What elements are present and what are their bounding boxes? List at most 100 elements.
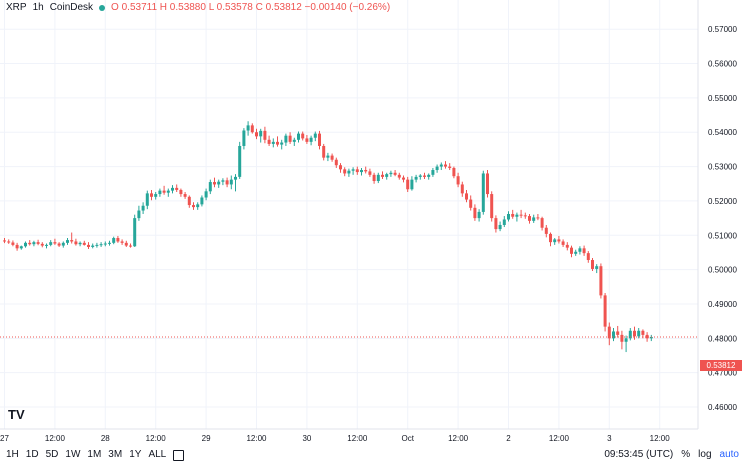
candle-body: [523, 215, 527, 217]
candle-body: [288, 135, 292, 142]
candle-body: [469, 199, 473, 208]
y-tick-label: 0.53000: [708, 163, 737, 172]
candle-body: [141, 205, 145, 211]
x-tick-label: 29: [202, 434, 211, 443]
candle-body: [439, 164, 443, 167]
chart-legend: XRP 1h CoinDesk O 0.53711 H 0.53880 L 0.…: [6, 2, 390, 13]
candle-body: [267, 139, 271, 144]
candle-body: [389, 172, 393, 175]
market-status-dot-icon: [99, 4, 106, 11]
candle-body: [603, 295, 607, 327]
candle-body: [49, 242, 53, 245]
candle-body: [330, 155, 334, 160]
candle-body: [570, 247, 573, 254]
candle-body: [427, 174, 431, 177]
candle-body: [196, 204, 200, 208]
candle-body: [91, 245, 95, 247]
x-tick-label: 12:00: [246, 434, 267, 443]
candle-body: [515, 214, 519, 217]
candle-body: [414, 176, 418, 180]
candle-body: [280, 142, 284, 145]
candle-body: [225, 180, 229, 185]
candle-body: [124, 242, 128, 246]
x-tick-label: 12:00: [448, 434, 469, 443]
timeframe-5d[interactable]: 5D: [45, 449, 59, 460]
calendar-icon[interactable]: [173, 450, 185, 461]
y-tick-label: 0.55000: [708, 94, 737, 103]
candle-body: [620, 334, 624, 342]
candle-body: [519, 214, 523, 216]
candle-body: [540, 218, 544, 228]
candle-body: [641, 330, 645, 335]
y-tick-label: 0.57000: [708, 25, 737, 34]
legend-interval[interactable]: 1h: [32, 2, 44, 13]
candle-body: [385, 174, 389, 177]
candle-body: [528, 216, 531, 221]
candle-body: [448, 166, 452, 168]
candle-body: [402, 177, 405, 180]
y-tick-label: 0.54000: [708, 128, 737, 137]
candle-body: [397, 174, 401, 178]
candle-body: [502, 219, 506, 225]
candle-body: [28, 242, 32, 245]
timeframe-3m[interactable]: 3M: [108, 449, 123, 460]
candle-body: [595, 266, 599, 269]
candle-body: [234, 176, 237, 180]
x-tick-label: 2: [506, 434, 511, 443]
candle-body: [637, 330, 641, 337]
tradingview-logo-icon[interactable]: TV: [8, 407, 25, 422]
timeframe-1w[interactable]: 1W: [65, 449, 81, 460]
candle-body: [53, 242, 57, 244]
x-tick-label: 28: [101, 434, 110, 443]
legend-symbol[interactable]: XRP: [6, 2, 27, 13]
candle-body: [431, 170, 435, 175]
candle-body: [7, 241, 11, 243]
candle-body: [200, 197, 204, 205]
candle-body: [381, 174, 384, 177]
candle-body: [553, 239, 557, 243]
candle-body: [166, 190, 170, 193]
candle-body: [208, 182, 212, 192]
timeframe-1y[interactable]: 1Y: [129, 449, 142, 460]
candle-body: [78, 242, 82, 245]
candle-body: [322, 145, 326, 158]
candle-body: [418, 175, 422, 177]
timeframe-1h[interactable]: 1H: [6, 449, 19, 460]
x-tick-label: 27: [0, 434, 9, 443]
candle-body: [246, 125, 250, 131]
candle-body: [481, 173, 485, 212]
candle-body: [339, 165, 342, 170]
x-tick-label: 12:00: [45, 434, 66, 443]
auto-scale-toggle[interactable]: auto: [719, 449, 739, 460]
candle-body: [326, 155, 330, 158]
timeframe-1m[interactable]: 1M: [87, 449, 102, 460]
candle-body: [343, 169, 347, 174]
candle-body: [393, 172, 397, 175]
x-tick-label: 3: [607, 434, 612, 443]
candle-body: [301, 133, 305, 139]
legend-source: CoinDesk: [49, 2, 94, 13]
candle-body: [557, 239, 561, 242]
last-price-tag: 0.53812: [700, 360, 742, 371]
percent-scale-toggle[interactable]: %: [681, 449, 691, 460]
candle-body: [460, 184, 464, 194]
timeframe-all[interactable]: ALL: [148, 449, 167, 460]
candle-body: [238, 145, 242, 177]
candle-body: [565, 244, 569, 248]
candle-body: [368, 171, 372, 175]
timeframe-1d[interactable]: 1D: [25, 449, 39, 460]
candle-body: [154, 194, 158, 197]
candle-body: [87, 244, 90, 247]
candle-body: [561, 241, 565, 245]
candle-body: [305, 138, 309, 142]
candle-body: [297, 133, 300, 140]
candle-body: [423, 175, 426, 177]
clock-readout[interactable]: 09:53:45 (UTC): [604, 449, 674, 460]
candle-body: [511, 213, 515, 217]
candle-body: [616, 331, 620, 335]
candle-body: [364, 170, 368, 172]
log-scale-toggle[interactable]: log: [698, 449, 712, 460]
candle-body: [129, 245, 132, 247]
candle-body: [70, 240, 74, 242]
